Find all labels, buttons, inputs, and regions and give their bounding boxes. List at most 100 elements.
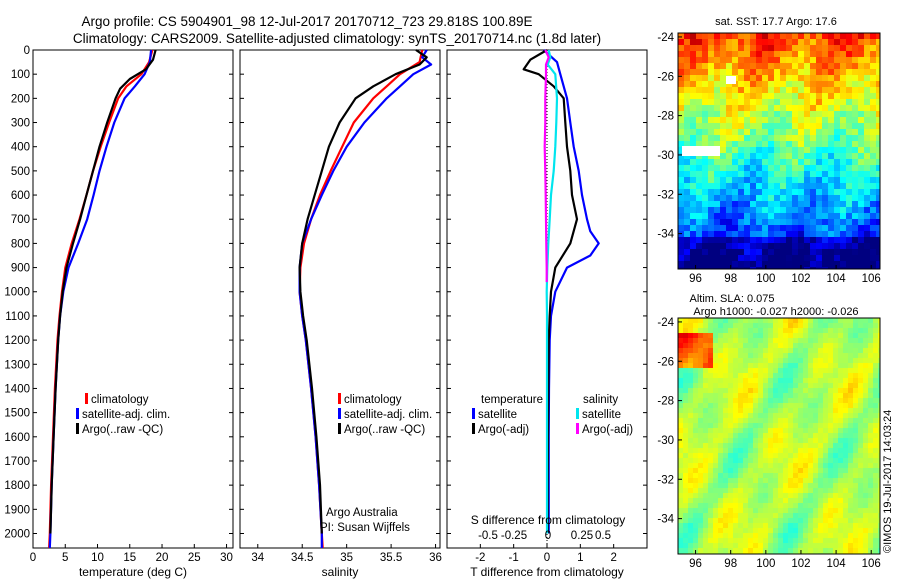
map-cell xyxy=(788,448,794,454)
map-cell xyxy=(768,177,775,184)
map-cell xyxy=(810,195,817,202)
map-cell xyxy=(868,368,874,374)
map-cell xyxy=(870,237,877,244)
map-cell xyxy=(793,498,799,504)
map-cell xyxy=(846,129,853,136)
map-cell xyxy=(798,153,805,160)
map-cell xyxy=(756,57,763,64)
map-cell xyxy=(838,383,844,389)
map-cell xyxy=(834,165,841,172)
map-cell xyxy=(780,57,787,64)
x-tick-label: 10 xyxy=(91,552,104,564)
map-cell xyxy=(852,87,859,94)
map-cell xyxy=(678,423,684,429)
map-cell xyxy=(823,343,829,349)
map-cell xyxy=(758,543,764,549)
map-cell xyxy=(792,165,799,172)
map-cell xyxy=(853,393,859,399)
map-cell xyxy=(696,255,703,262)
map-cell xyxy=(713,498,719,504)
map-cell xyxy=(683,543,689,549)
map-cell xyxy=(693,353,699,359)
map-cell xyxy=(810,183,817,190)
map-cell xyxy=(863,478,869,484)
map-cell xyxy=(693,323,699,329)
map-cell xyxy=(718,503,724,509)
map-cell xyxy=(868,388,874,394)
map-cell xyxy=(833,408,839,414)
map-cell xyxy=(792,87,799,94)
map-cell xyxy=(726,189,733,196)
map-cell xyxy=(733,508,739,514)
map-cell xyxy=(848,413,854,419)
map-cell xyxy=(708,159,715,166)
map-cell xyxy=(798,87,805,94)
map-cell xyxy=(744,249,751,256)
map-cell xyxy=(758,403,764,409)
map-cell xyxy=(738,231,745,238)
map-cell xyxy=(778,418,784,424)
map-cell xyxy=(708,538,714,544)
map-cell xyxy=(868,473,874,479)
map-cell xyxy=(878,493,880,499)
map-cell xyxy=(853,478,859,484)
map-cell xyxy=(762,57,769,64)
map-cell xyxy=(738,57,745,64)
map-cell xyxy=(852,51,859,58)
map-cell xyxy=(743,383,749,389)
map-cell xyxy=(876,249,880,256)
map-cell xyxy=(868,448,874,454)
map-cell xyxy=(868,468,874,474)
map-cell xyxy=(878,523,880,529)
map-cell xyxy=(788,408,794,414)
map-cell xyxy=(798,231,805,238)
map-cell xyxy=(728,453,734,459)
legend-swatch-t-satellite xyxy=(472,408,475,419)
map-cell xyxy=(726,63,733,70)
map-cell xyxy=(853,343,859,349)
map-cell xyxy=(876,147,880,154)
map-cell xyxy=(756,183,763,190)
map-cell xyxy=(792,261,799,268)
map-cell xyxy=(718,433,724,439)
map-cell xyxy=(822,111,829,118)
map-cell xyxy=(798,448,804,454)
map-cell xyxy=(748,358,754,364)
map-cell xyxy=(758,538,764,544)
map-cell xyxy=(852,135,859,142)
map-cell xyxy=(753,508,759,514)
map-cell xyxy=(823,458,829,464)
map-cell xyxy=(720,243,727,250)
map-cell xyxy=(863,363,869,369)
map-cell xyxy=(798,403,804,409)
map-cell xyxy=(828,433,834,439)
map-cell xyxy=(878,333,880,339)
map-cell xyxy=(873,508,879,514)
map-cell xyxy=(783,443,789,449)
map-cell xyxy=(762,267,769,269)
map-cell xyxy=(753,333,759,339)
map-cell xyxy=(763,383,769,389)
map-cell xyxy=(828,468,834,474)
map-cell xyxy=(718,438,724,444)
map-cell xyxy=(733,373,739,379)
map-cell xyxy=(683,488,689,494)
map-cell xyxy=(793,523,799,529)
map-y-tick-label: -32 xyxy=(657,474,674,486)
map-cell xyxy=(693,503,699,509)
map-cell xyxy=(743,518,749,524)
map-cell xyxy=(702,267,709,269)
map-cell xyxy=(750,267,757,269)
map-cell xyxy=(753,388,759,394)
map-cell xyxy=(852,147,859,154)
map-cell xyxy=(733,468,739,474)
map-x-tick-label: 106 xyxy=(862,558,881,570)
map-cell xyxy=(702,57,709,64)
map-cell xyxy=(768,398,774,404)
map-cell xyxy=(816,147,823,154)
map-cell xyxy=(793,358,799,364)
map-cell xyxy=(713,423,719,429)
argo-australia-note: Argo Australia xyxy=(326,507,398,519)
map-cell xyxy=(853,518,859,524)
map-cell xyxy=(714,57,721,64)
